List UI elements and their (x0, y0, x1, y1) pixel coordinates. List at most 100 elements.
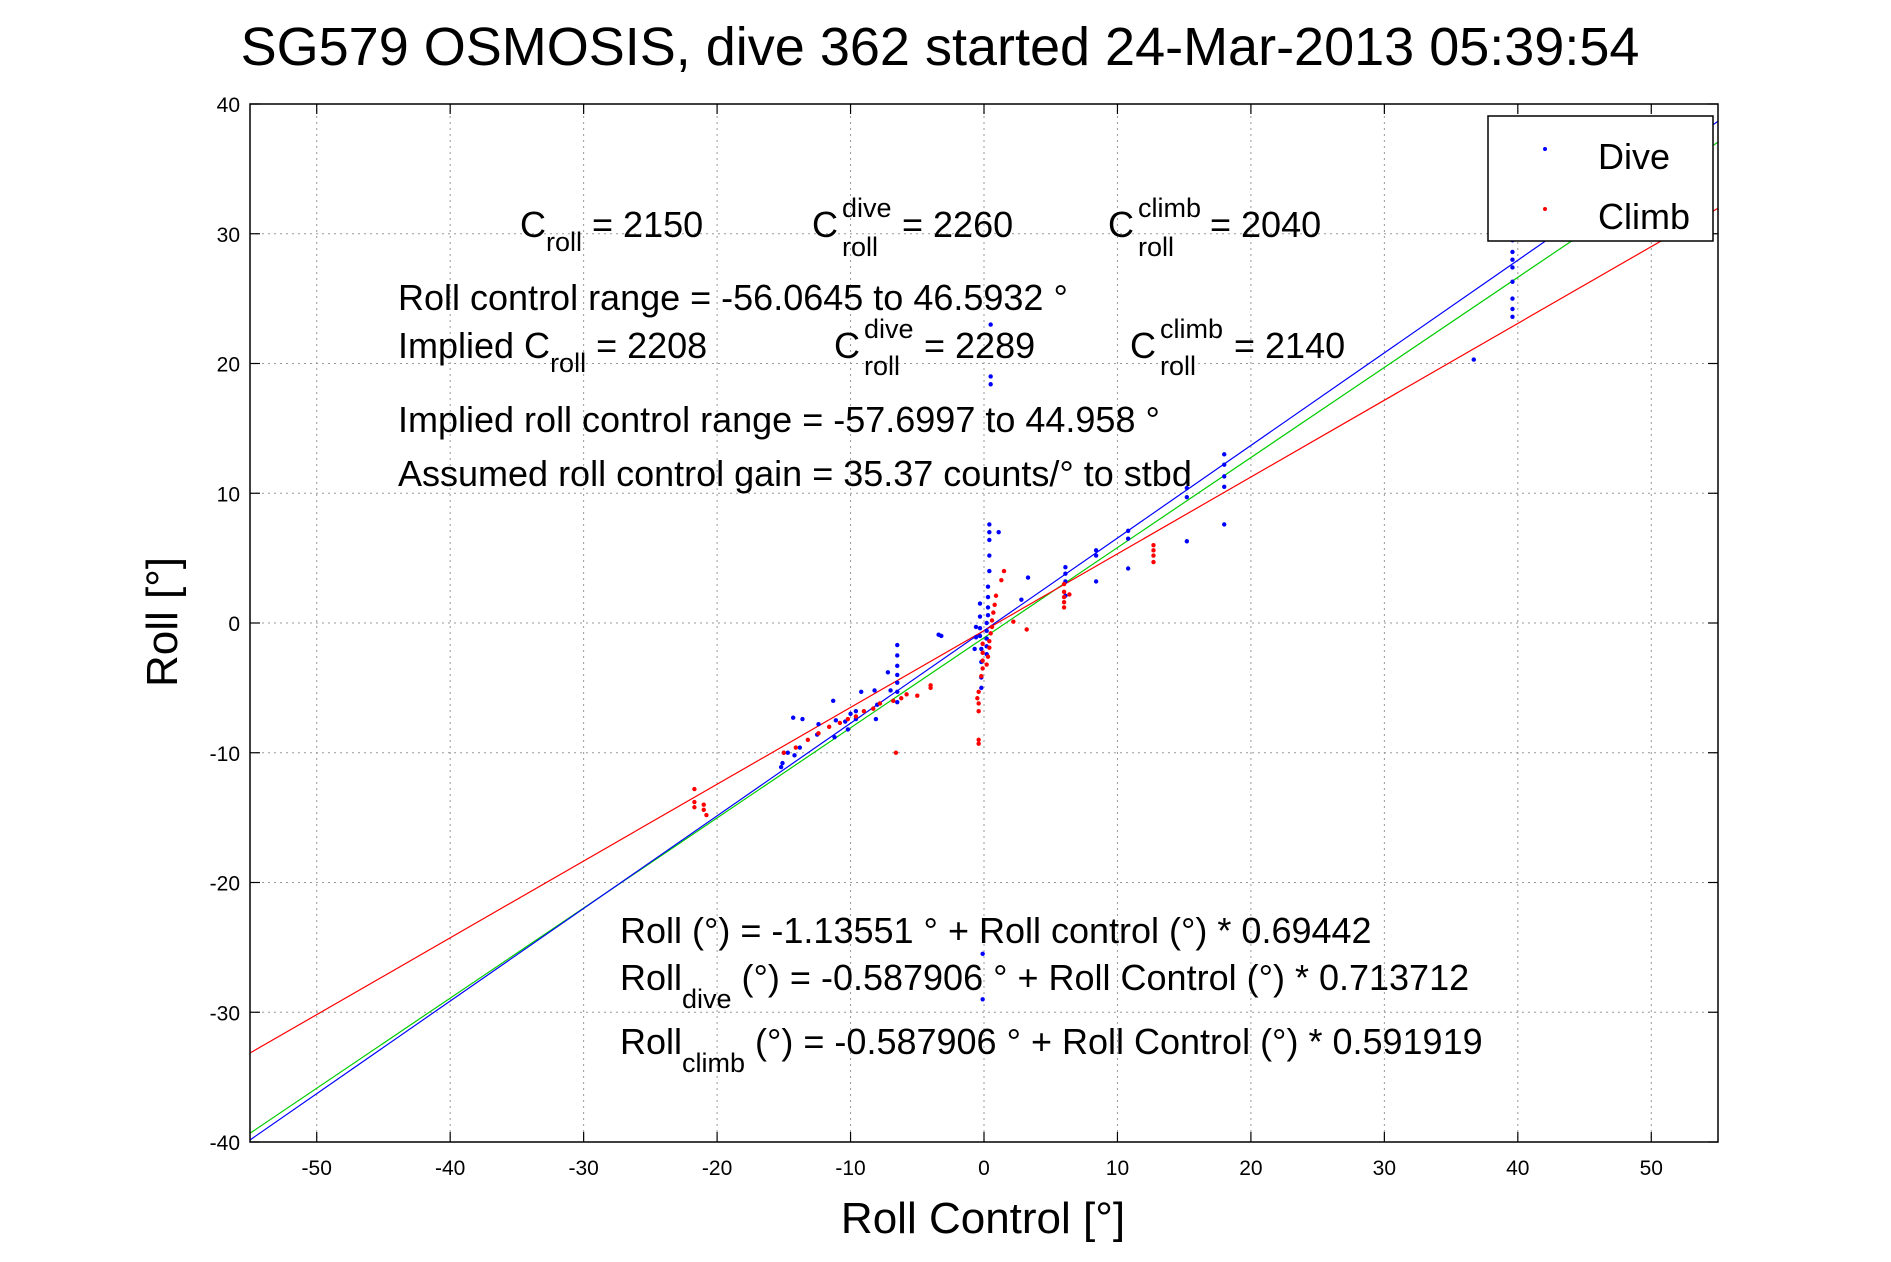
climb-point (1061, 589, 1067, 595)
dive-point (985, 594, 991, 600)
dive-point (1025, 575, 1031, 580)
y-tick-label: -10 (210, 743, 240, 766)
climb-point (1061, 594, 1067, 600)
dive-point (1222, 474, 1227, 479)
climb-point (1001, 568, 1007, 574)
climb-point (976, 689, 981, 694)
c-roll-dive-superscript: dive (842, 193, 892, 223)
climb-point (980, 641, 985, 646)
legend-box (1487, 115, 1714, 242)
climb-point (987, 645, 992, 650)
climb-point (861, 709, 867, 714)
climb-point (984, 662, 989, 667)
climb-point (989, 624, 995, 630)
climb-point (1011, 619, 1016, 624)
dive-point (984, 628, 989, 633)
dive-point (1510, 265, 1515, 270)
climb-point (1024, 627, 1029, 632)
c-roll-dive-subscript: roll (842, 232, 878, 262)
climb-point (1067, 592, 1072, 597)
dive-point (872, 688, 877, 693)
climb-point (980, 650, 985, 656)
climb-point (999, 577, 1004, 583)
climb-point (837, 720, 843, 726)
y-tick-label: 20 (217, 354, 240, 377)
x-axis-label: Roll Control [°] (841, 1194, 1125, 1243)
fit-line-all (249, 141, 1719, 1134)
dive-point (1510, 314, 1515, 319)
dive-point (1184, 485, 1190, 491)
implied-c-roll-dive-value: = 2289 (924, 325, 1035, 366)
dive-point (1019, 597, 1024, 602)
climb-points (692, 542, 1156, 818)
dive-point (1125, 566, 1131, 571)
climb-point (845, 716, 851, 722)
dive-point (977, 625, 983, 631)
climb-point (1061, 581, 1067, 587)
climb-point (701, 802, 706, 807)
dive-point (1510, 296, 1515, 301)
dive-point (1471, 357, 1476, 362)
climb-point (988, 631, 993, 636)
implied-c-roll-dive-superscript: dive (864, 314, 914, 344)
dive-point (987, 529, 992, 535)
climb-point (991, 610, 996, 615)
dive-point (1222, 452, 1227, 457)
climb-point (976, 741, 981, 746)
x-tick-label: 0 (978, 1157, 990, 1180)
dive-point (895, 699, 900, 705)
implied-c-roll-annotation: Implied Croll = 2208 (398, 325, 707, 378)
chart-title: SG579 OSMOSIS, dive 362 started 24-Mar-2… (241, 17, 1640, 77)
climb-point (692, 799, 697, 805)
climb-point (904, 692, 909, 697)
legend-marker-climb (1543, 207, 1547, 211)
climb-point (805, 737, 811, 742)
legend-marker-dive (1543, 147, 1547, 151)
x-tick-label: 20 (1239, 1157, 1262, 1180)
dive-point (1093, 548, 1099, 553)
climb-point (1151, 559, 1156, 565)
dive-point (1510, 249, 1515, 255)
dive-point (936, 632, 941, 637)
dive-point (1063, 571, 1068, 576)
dive-point (988, 374, 993, 379)
climb-point (979, 673, 984, 679)
c-roll-climb-subscript: roll (1138, 232, 1174, 262)
c-roll-climb-annotation: C (1108, 204, 1134, 245)
x-tick-labels: -50 -40 -30 -20 -10 0 10 20 30 40 50 (302, 1157, 1663, 1180)
climb-point (704, 812, 709, 818)
legend-label-dive: Dive (1598, 136, 1670, 177)
climb-point (928, 685, 933, 691)
dive-point (977, 614, 983, 619)
dive-point (972, 646, 977, 652)
dive-point (985, 613, 991, 618)
roll-control-range-annotation: Roll control range = -56.0645 to 46.5932… (398, 277, 1068, 318)
implied-c-roll-climb-superscript: climb (1160, 314, 1223, 344)
dive-point (1125, 536, 1131, 541)
dive-point (977, 601, 983, 606)
implied-range-annotation: Implied roll control range = -57.6997 to… (398, 399, 1160, 440)
climb-point (1151, 548, 1156, 553)
dive-point (895, 680, 900, 685)
dive-point (984, 620, 989, 626)
legend-label-climb: Climb (1598, 196, 1690, 237)
climb-point (993, 593, 999, 598)
dive-point (1510, 306, 1515, 312)
dive-point (792, 753, 797, 758)
implied-c-roll-dive-subscript: roll (864, 351, 900, 381)
dive-point (848, 711, 853, 717)
dive-point (987, 568, 992, 574)
climb-point (877, 701, 883, 706)
climb-point (1061, 605, 1067, 610)
dive-point (1222, 462, 1227, 467)
dive-point (895, 663, 900, 669)
dive-point (987, 537, 992, 543)
climb-point (893, 750, 899, 755)
fit-dive-annotation: Rolldive (°) = -0.587906 ° + Roll Contro… (620, 957, 1469, 1014)
dive-point (1510, 257, 1515, 262)
climb-point (871, 706, 876, 711)
dive-point (987, 522, 992, 527)
y-tick-label: -40 (210, 1132, 240, 1155)
dive-point (895, 689, 900, 694)
